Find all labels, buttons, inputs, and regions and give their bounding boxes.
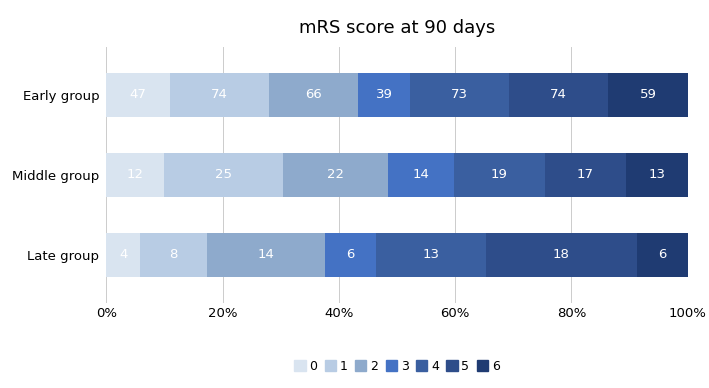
Bar xyxy=(358,73,411,116)
Bar xyxy=(140,233,208,277)
Bar xyxy=(454,152,545,197)
Title: mRS score at 90 days: mRS score at 90 days xyxy=(299,19,495,37)
Text: 4: 4 xyxy=(119,248,128,261)
Legend: 0, 1, 2, 3, 4, 5, 6: 0, 1, 2, 3, 4, 5, 6 xyxy=(289,355,505,378)
Bar xyxy=(106,152,164,197)
Text: 12: 12 xyxy=(126,168,143,181)
Text: 22: 22 xyxy=(327,168,344,181)
Bar xyxy=(269,73,358,116)
Bar xyxy=(208,233,325,277)
Bar xyxy=(283,152,388,197)
Text: 8: 8 xyxy=(169,248,178,261)
Text: 74: 74 xyxy=(211,88,228,101)
Text: 39: 39 xyxy=(376,88,393,101)
Bar xyxy=(106,73,169,116)
Bar xyxy=(169,73,269,116)
Bar xyxy=(626,152,688,197)
Text: 17: 17 xyxy=(577,168,593,181)
Bar xyxy=(388,152,454,197)
Text: 13: 13 xyxy=(423,248,440,261)
Bar xyxy=(509,73,608,116)
Text: 73: 73 xyxy=(451,88,468,101)
Text: 74: 74 xyxy=(550,88,567,101)
Text: 25: 25 xyxy=(215,168,232,181)
Bar xyxy=(164,152,283,197)
Text: 14: 14 xyxy=(413,168,430,181)
Bar xyxy=(325,233,376,277)
Text: 66: 66 xyxy=(306,88,322,101)
Bar xyxy=(106,233,140,277)
Text: 59: 59 xyxy=(640,88,657,101)
Bar xyxy=(486,233,637,277)
Text: 19: 19 xyxy=(491,168,508,181)
Text: 18: 18 xyxy=(553,248,570,261)
Text: 6: 6 xyxy=(347,248,355,261)
Text: 13: 13 xyxy=(648,168,665,181)
Text: 14: 14 xyxy=(258,248,275,261)
Bar xyxy=(376,233,486,277)
Text: 6: 6 xyxy=(658,248,666,261)
Text: 47: 47 xyxy=(130,88,147,101)
Bar xyxy=(545,152,626,197)
Bar xyxy=(637,233,688,277)
Bar xyxy=(411,73,509,116)
Bar xyxy=(608,73,688,116)
